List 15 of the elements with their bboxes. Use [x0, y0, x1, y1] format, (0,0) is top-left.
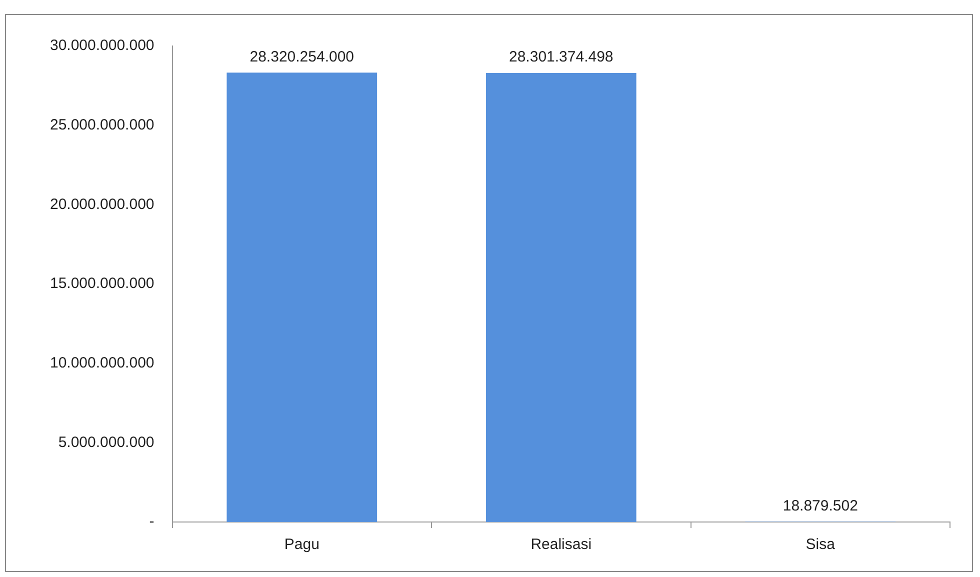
data-label: 18.879.502: [782, 497, 858, 514]
y-tick-label: 30.000.000.000: [50, 37, 154, 54]
y-tick-label: 20.000.000.000: [50, 196, 154, 213]
x-tick-label: Sisa: [806, 536, 836, 554]
bar: [486, 72, 636, 522]
y-tick-label: 15.000.000.000: [50, 275, 154, 292]
y-tick-label: 10.000.000.000: [50, 354, 154, 372]
data-label: 28.320.254.000: [250, 48, 354, 66]
x-tick-label: Pagu: [284, 536, 320, 554]
y-tick-label: 25.000.000.000: [50, 116, 154, 134]
bar: [226, 72, 378, 522]
y-tick-label: 5.000.000.000: [58, 434, 154, 451]
y-tick-label: -: [149, 513, 154, 530]
data-label: 28.301.374.498: [508, 48, 614, 66]
x-tick-label: Realisasi: [530, 536, 592, 554]
